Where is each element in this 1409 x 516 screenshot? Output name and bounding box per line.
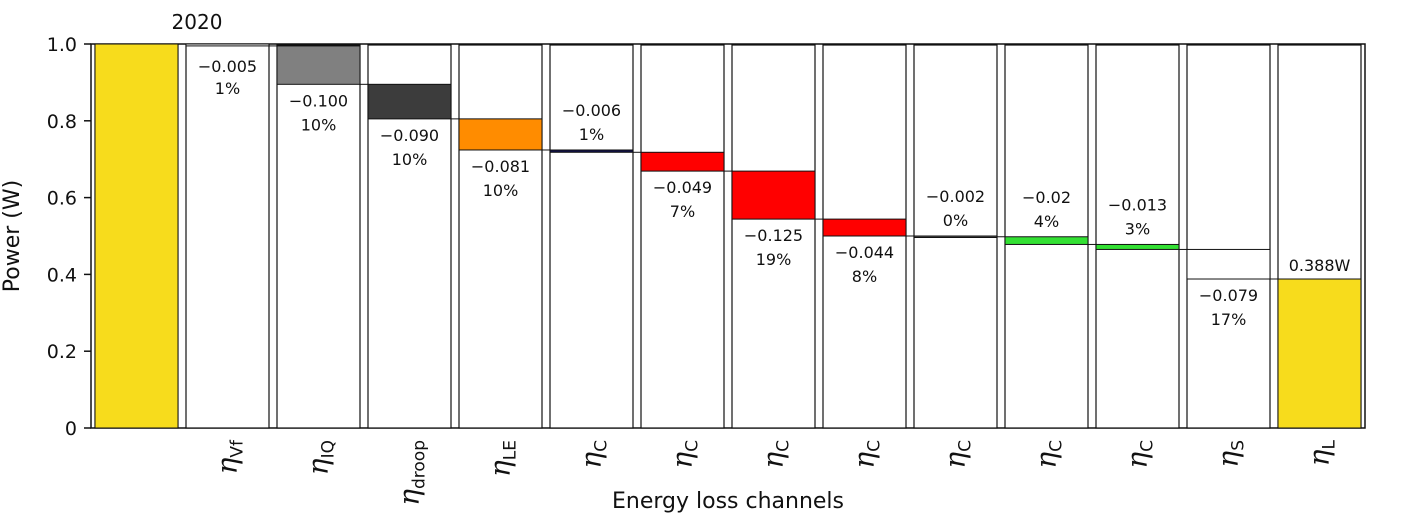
x-tick-label: ηC bbox=[575, 440, 612, 469]
column-box bbox=[458, 44, 543, 429]
loss-bar bbox=[549, 149, 634, 153]
data-label-value: −0.002 bbox=[926, 187, 985, 206]
loss-bar bbox=[185, 43, 270, 47]
loss-bar bbox=[1095, 243, 1180, 250]
data-label-percent: 17% bbox=[1211, 310, 1247, 329]
data-label-value: −0.090 bbox=[380, 126, 439, 145]
data-label-value: −0.049 bbox=[653, 178, 712, 197]
plot-frame bbox=[90, 43, 1366, 429]
data-label-percent: 4% bbox=[1034, 212, 1059, 231]
data-label-percent: 1% bbox=[215, 79, 240, 98]
x-tick-label: ηC bbox=[939, 440, 976, 469]
data-label-value: −0.044 bbox=[835, 243, 894, 262]
loss-bar bbox=[458, 118, 543, 151]
plot-area: 0 0.2 0.4 0.6 0.8 1.0 −0.005 1% ηVf −0.100 10% ηIQ −… bbox=[47, 34, 1366, 506]
data-label-percent: 7% bbox=[670, 202, 695, 221]
data-label-percent: 10% bbox=[392, 150, 428, 169]
data-label-value: 0.388W bbox=[1289, 256, 1351, 275]
data-label-value: −0.013 bbox=[1108, 195, 1167, 214]
x-tick-label: ηC bbox=[1030, 440, 1067, 469]
data-label-percent: 3% bbox=[1125, 219, 1150, 238]
loss-bar bbox=[822, 218, 907, 237]
y-tick-label: 0.4 bbox=[47, 264, 77, 286]
data-label-value: −0.005 bbox=[198, 57, 257, 76]
data-label-value: −0.100 bbox=[289, 91, 348, 110]
x-tick-label: ηC bbox=[1121, 440, 1158, 469]
column-box bbox=[1095, 44, 1180, 429]
x-tick-label: ηC bbox=[757, 440, 794, 469]
data-label-value: −0.125 bbox=[744, 226, 803, 245]
x-tick-label: ηC bbox=[848, 440, 885, 469]
data-label-percent: 10% bbox=[483, 181, 519, 200]
column-box bbox=[185, 44, 270, 429]
data-label-value: −0.079 bbox=[1199, 286, 1258, 305]
data-label-value: −0.006 bbox=[562, 101, 621, 120]
data-label-value: −0.081 bbox=[471, 157, 530, 176]
loss-bar bbox=[1004, 236, 1089, 245]
total-bar bbox=[1277, 278, 1362, 429]
x-tick-label: ηS bbox=[1212, 440, 1249, 468]
loss-bar bbox=[913, 235, 998, 238]
loss-bar bbox=[276, 45, 361, 85]
data-label-percent: 0% bbox=[943, 211, 968, 230]
x-tick-label: ηC bbox=[666, 440, 703, 469]
x-axis-title: Energy loss channels bbox=[612, 489, 844, 514]
y-tick-label: 0.6 bbox=[47, 188, 77, 210]
x-tick-label: ηIQ bbox=[302, 440, 339, 475]
column-box bbox=[640, 44, 725, 429]
x-tick-label: ηLE bbox=[484, 440, 521, 477]
y-tick-label: 0.8 bbox=[47, 111, 77, 133]
data-label-percent: 10% bbox=[301, 115, 337, 134]
y-tick-label: 0 bbox=[65, 418, 77, 440]
x-tick-label: ηdroop bbox=[393, 440, 430, 506]
y-tick-label: 1.0 bbox=[47, 34, 77, 56]
y-axis-title: Power (W) bbox=[0, 180, 25, 292]
data-label-percent: 1% bbox=[579, 125, 604, 144]
column-box bbox=[731, 44, 816, 429]
chart-top-label: 2020 bbox=[172, 10, 223, 34]
x-tick-label: ηL bbox=[1303, 439, 1340, 466]
loss-bar bbox=[640, 151, 725, 172]
column-box bbox=[276, 44, 361, 429]
data-label-percent: 8% bbox=[852, 267, 877, 286]
y-tick-label: 0.2 bbox=[47, 341, 77, 363]
data-label-percent: 19% bbox=[756, 250, 792, 269]
total-bar bbox=[94, 43, 179, 429]
column-box bbox=[1186, 44, 1271, 429]
loss-bar bbox=[367, 83, 452, 120]
data-label-value: −0.02 bbox=[1022, 188, 1071, 207]
x-tick-label: ηVf bbox=[211, 439, 248, 474]
column-box bbox=[549, 44, 634, 429]
loss-bar bbox=[1186, 248, 1271, 280]
loss-bar bbox=[731, 170, 816, 220]
